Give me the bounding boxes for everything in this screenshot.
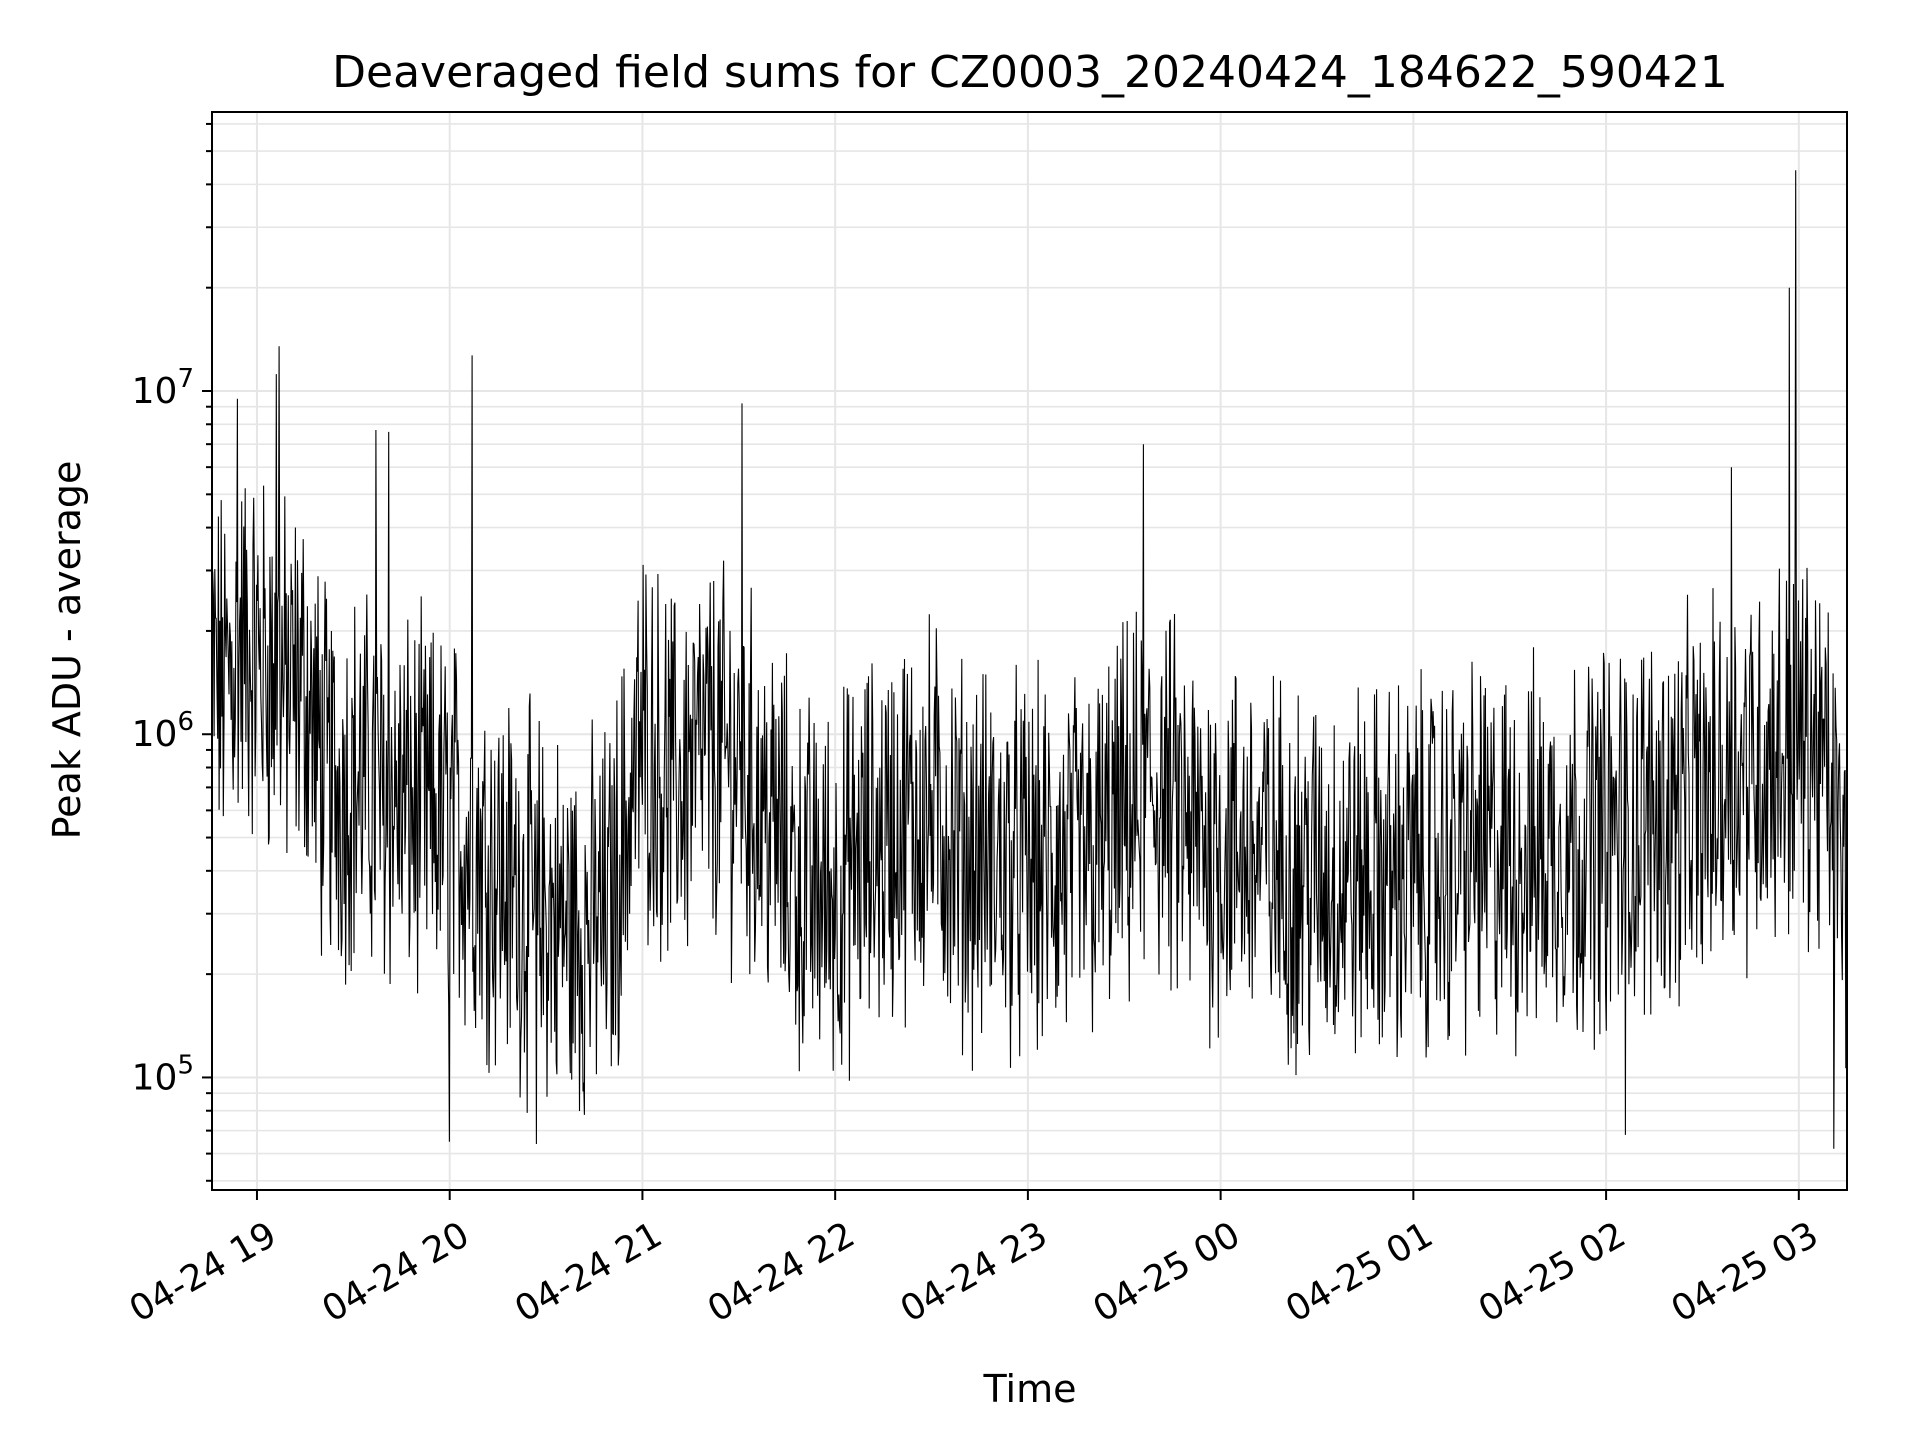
x-tick-label: 04-24 19 [123,1214,284,1330]
y-axis-label: Peak ADU - average [45,461,89,840]
y-axis-ticks: 105 106 107 [132,122,212,1182]
x-tick-label: 04-25 03 [1665,1214,1826,1330]
x-tick-label: 04-24 21 [508,1214,669,1330]
x-tick-label: 04-24 22 [701,1214,862,1330]
x-tick-label: 04-25 02 [1472,1214,1633,1330]
plot-frame [211,111,1848,1191]
data-series [211,170,1848,1149]
chart-title: Deaveraged field sums for CZ0003_2024042… [332,47,1728,98]
x-tick-label: 04-24 20 [316,1214,477,1330]
x-tick-label: 04-25 01 [1279,1214,1440,1330]
y-tick-label: 107 [132,364,194,412]
x-axis-label: Time [983,1367,1077,1411]
y-tick-label: 105 [132,1050,194,1098]
y-tick-label: 106 [132,707,194,755]
x-tick-label: 04-24 23 [894,1214,1055,1330]
x-tick-label: 04-25 00 [1086,1214,1247,1330]
grid [212,112,1847,1190]
x-axis-ticks: 04-24 19 04-24 20 04-24 21 04-24 22 04-24 23… [123,1190,1826,1331]
series-line [211,170,1848,1149]
